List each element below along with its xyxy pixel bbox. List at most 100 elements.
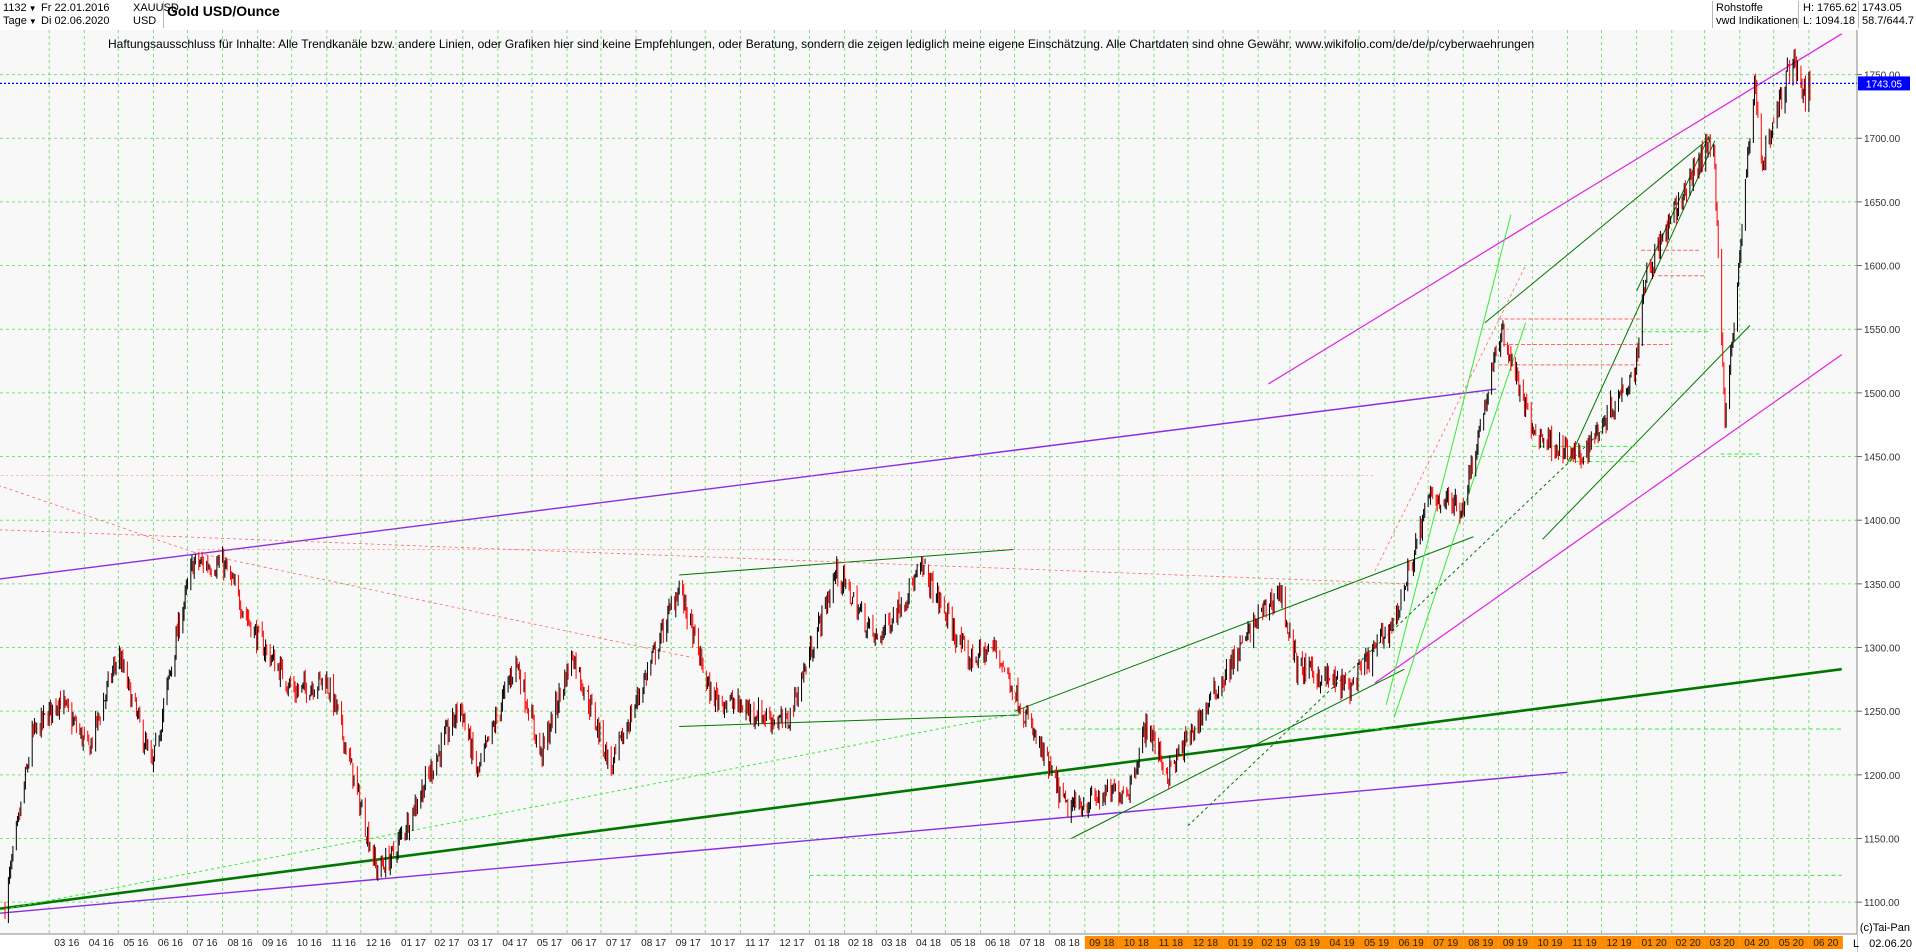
end-date-short: 02.06.20 bbox=[1869, 938, 1912, 950]
x-axis-highlight bbox=[1498, 936, 1533, 949]
trend-line-lightgreen bbox=[1385, 214, 1512, 705]
disclaimer-text: Haftungsausschluss für Inhalte: Alle Tre… bbox=[108, 37, 1535, 51]
x-axis-highlight bbox=[1187, 936, 1224, 949]
period-label: Tage bbox=[3, 15, 27, 27]
trend-line-green-channel bbox=[1071, 668, 1405, 839]
x-tick-label: 11 17 bbox=[745, 938, 770, 949]
trend-line-lightgreen-dashed bbox=[0, 710, 1031, 911]
x-tick-label: 12 17 bbox=[779, 938, 804, 949]
x-tick-label: 05 18 bbox=[951, 938, 976, 949]
x-tick-label: 11 18 bbox=[1159, 938, 1184, 949]
x-axis-highlight bbox=[1773, 936, 1809, 949]
header-divider bbox=[1858, 1, 1859, 28]
x-tick-label: 10 17 bbox=[710, 938, 735, 949]
y-axis: 1100.00 1150.00 1200.00 1250.00 1300.00 1350.… bbox=[1857, 71, 1910, 909]
header-divider bbox=[1798, 1, 1799, 28]
y-tick-label: 1500.00 bbox=[1864, 389, 1901, 400]
copyright: (c)Tai-Pan bbox=[1859, 922, 1910, 934]
x-tick-label: 11 16 bbox=[332, 938, 357, 949]
x-tick-label: 08 19 bbox=[1468, 938, 1493, 949]
x-axis-highlight bbox=[1704, 936, 1740, 949]
plot-background bbox=[0, 30, 1857, 934]
x-tick-label: 04 19 bbox=[1330, 938, 1355, 949]
x-tick-label: 07 19 bbox=[1433, 938, 1458, 949]
x-tick-label: 12 16 bbox=[366, 938, 391, 949]
x-tick-label: 08 18 bbox=[1055, 938, 1080, 949]
y-tick-label: 1550.00 bbox=[1864, 325, 1901, 336]
x-tick-label: 01 17 bbox=[401, 938, 426, 949]
x-axis-highlight bbox=[1394, 936, 1429, 949]
trend-line-magenta-lower bbox=[1374, 354, 1843, 684]
x-axis-highlight bbox=[1118, 936, 1154, 949]
x-tick-label: 04 18 bbox=[916, 938, 941, 949]
x-tick-label: 09 19 bbox=[1503, 938, 1528, 949]
x-axis-highlight bbox=[1739, 936, 1774, 949]
x-tick-label: 05 16 bbox=[123, 938, 148, 949]
x-axis-highlight bbox=[1325, 936, 1360, 949]
x-tick-label: 09 16 bbox=[262, 938, 287, 949]
x-axis-highlight bbox=[1601, 936, 1637, 949]
x-tick-label: 02 20 bbox=[1676, 938, 1701, 949]
x-axis-highlight bbox=[1671, 936, 1705, 949]
x-axis-highlight bbox=[1567, 936, 1602, 949]
y-tick-label: 1300.00 bbox=[1864, 644, 1901, 655]
trend-line-green-channel bbox=[1542, 325, 1751, 540]
y-tick-label: 1450.00 bbox=[1864, 453, 1901, 464]
chart-title: Gold USD/Ounce bbox=[167, 3, 280, 19]
axis-l-marker: L bbox=[1853, 938, 1860, 950]
x-tick-label: 08 17 bbox=[641, 938, 666, 949]
trend-line-green-channel bbox=[1014, 536, 1474, 712]
ratio-value: 58.7/644.7 bbox=[1862, 15, 1914, 27]
x-axis-highlight bbox=[1463, 936, 1499, 949]
x-tick-label: 07 17 bbox=[606, 938, 631, 949]
x-axis-highlight bbox=[1289, 936, 1326, 949]
x-tick-label: 06 20 bbox=[1813, 938, 1838, 949]
y-axis-panel bbox=[1857, 30, 1916, 952]
x-axis-highlight bbox=[1084, 936, 1119, 949]
trend-line-green-main bbox=[0, 667, 1842, 910]
y-tick-label: 1650.00 bbox=[1864, 198, 1901, 209]
x-axis-highlight bbox=[1808, 936, 1843, 949]
x-tick-label: 03 19 bbox=[1295, 938, 1320, 949]
candlesticks bbox=[4, 48, 1811, 924]
chart-header: 1132 ▼ Tage ▼ Fr 22.01.2016 Di 02.06.2020 … bbox=[0, 0, 1916, 30]
x-tick-label: 12 18 bbox=[1193, 938, 1218, 949]
symbol: XAUUSD bbox=[133, 2, 179, 14]
x-tick-label: 01 18 bbox=[815, 938, 840, 949]
end-date: Di 02.06.2020 bbox=[41, 15, 110, 27]
x-tick-label: 02 18 bbox=[848, 938, 873, 949]
x-tick-label: 06 18 bbox=[985, 938, 1010, 949]
caret-down-icon: ▼ bbox=[28, 4, 37, 13]
currency: USD bbox=[133, 15, 157, 27]
trend-lines bbox=[0, 33, 1843, 914]
grid-lines bbox=[0, 30, 1857, 934]
y-tick-label: 1250.00 bbox=[1864, 707, 1901, 718]
last-value: 1743.05 bbox=[1862, 2, 1902, 14]
bar-count-selector[interactable]: 1132 ▼ bbox=[3, 2, 39, 15]
x-tick-label: 10 16 bbox=[297, 938, 322, 949]
x-tick-label: 12 19 bbox=[1607, 938, 1632, 949]
resistance-line-dashed bbox=[193, 551, 693, 659]
x-axis-highlight bbox=[1428, 936, 1464, 949]
last-price-tag bbox=[1858, 76, 1910, 91]
x-tick-label: 09 18 bbox=[1089, 938, 1114, 949]
x-tick-label: 02 17 bbox=[434, 938, 459, 949]
header-divider bbox=[163, 1, 164, 28]
x-tick-label: 05 17 bbox=[537, 938, 562, 949]
period-selector[interactable]: Tage ▼ bbox=[3, 15, 39, 28]
x-tick-label: 08 16 bbox=[228, 938, 253, 949]
y-tick-label: 1750.00 bbox=[1864, 71, 1901, 82]
x-tick-label: 09 17 bbox=[676, 938, 701, 949]
x-axis: 03 16 04 16 05 16 06 16 07 16 08 16 09 16 10 16… bbox=[54, 936, 1843, 949]
trend-line-magenta-upper bbox=[1268, 33, 1843, 385]
y-tick-label: 1100.00 bbox=[1864, 898, 1900, 909]
x-axis-highlight bbox=[1223, 936, 1259, 949]
price-chart[interactable]: 1100.00 1150.00 1200.00 1250.00 1300.00 1350.… bbox=[0, 30, 1916, 952]
y-tick-label: 1600.00 bbox=[1864, 262, 1901, 273]
x-tick-label: 07 18 bbox=[1020, 938, 1045, 949]
x-tick-label: 06 17 bbox=[571, 938, 596, 949]
last-price-label: 1743.05 bbox=[1866, 79, 1903, 90]
category-label: Rohstoffe bbox=[1716, 2, 1763, 14]
x-tick-label: 03 17 bbox=[468, 938, 493, 949]
trend-line-purple-lower bbox=[0, 771, 1568, 914]
